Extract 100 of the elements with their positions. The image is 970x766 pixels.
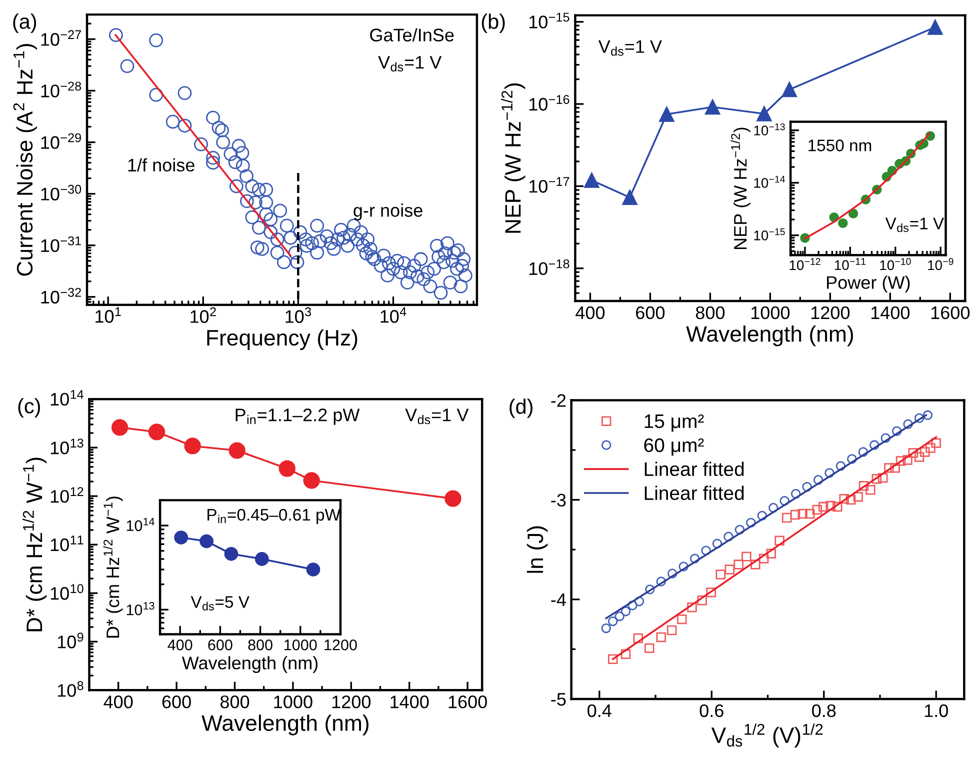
point <box>802 482 812 492</box>
y-tick-label: 10$^{−31}$ <box>41 236 81 252</box>
point <box>870 440 880 450</box>
point <box>846 494 856 505</box>
x-tick-label: 1600 <box>931 306 970 320</box>
point <box>200 534 214 548</box>
point <box>278 460 296 477</box>
point <box>608 654 618 664</box>
point <box>111 419 128 436</box>
point <box>174 530 188 544</box>
x-tick-label: 1000 <box>751 306 790 320</box>
x-tick-label: 1400 <box>390 696 429 708</box>
point <box>303 472 320 489</box>
point <box>892 426 902 436</box>
point <box>826 500 836 511</box>
point <box>666 625 677 636</box>
point <box>622 190 638 206</box>
point <box>818 502 828 512</box>
y-tick-label: 10$^{14}$ <box>50 390 84 406</box>
point <box>628 600 638 610</box>
x-tick-label: 1200 <box>332 696 371 708</box>
x-axis-title: Power (W) <box>827 276 910 292</box>
x-tick-label: 800 <box>696 306 725 320</box>
x-tick-label: 1600 <box>448 696 487 708</box>
point <box>716 570 726 580</box>
y-axis-title: Current Noise (A$^{2}$ Hz$^{−1}$) <box>13 44 38 276</box>
x-axis-title: Wavelength (nm) <box>182 656 318 673</box>
point <box>614 611 624 622</box>
x-tick-label: 800 <box>248 640 272 650</box>
point <box>712 538 722 548</box>
y-tick-label: 10$^{−30}$ <box>41 184 82 200</box>
text: (b) <box>482 14 505 34</box>
point <box>659 106 674 122</box>
point <box>914 413 924 424</box>
point <box>896 456 906 466</box>
legend-label: 60 μm² <box>644 438 704 456</box>
point <box>148 424 166 440</box>
legend-label: Linear fitted <box>644 486 744 500</box>
y-tick-label: 10$^{−28}$ <box>41 82 82 98</box>
y-tick-label: 10$^{−17}$ <box>529 177 570 193</box>
point <box>724 532 734 542</box>
point <box>890 463 900 473</box>
y-tick-label: 10$^{13}$ <box>50 438 84 454</box>
annotation: g-r noise <box>354 204 422 220</box>
point <box>858 447 868 457</box>
annotation: V$_{ds}$=1 V <box>885 218 944 232</box>
point <box>914 452 924 462</box>
x-axis-title: Wavelength (nm) <box>686 326 853 346</box>
point <box>847 454 857 464</box>
point <box>620 649 631 660</box>
point <box>724 564 734 574</box>
point <box>634 596 644 606</box>
point <box>224 546 238 561</box>
point <box>734 560 744 570</box>
y-axis-title: NEP (W Hz$^{−1/2}$) <box>501 83 526 233</box>
x-tick-label: 0.8 <box>812 704 836 718</box>
point <box>766 548 776 558</box>
x-tick-label: 10$^{2}$ <box>190 307 216 323</box>
y-tick-label: -3 <box>551 494 566 507</box>
text: (d) <box>510 398 532 418</box>
x-tick-label: 400 <box>168 640 192 650</box>
point <box>780 496 790 506</box>
y-tick-label: 10$^{10}$ <box>50 584 84 600</box>
point <box>782 82 798 98</box>
legend-label: 15 μm² <box>644 414 704 432</box>
y-tick-label: 10$^{9}$ <box>58 632 84 648</box>
point <box>444 490 462 507</box>
y-tick-label: 10$^{−15}$ <box>529 12 570 28</box>
annotation: 1550 nm <box>808 140 872 152</box>
point <box>734 524 745 535</box>
x-tick-label: 1000 <box>284 640 317 650</box>
point <box>880 433 890 443</box>
point <box>633 633 643 644</box>
x-tick-label: 10$^{−12}$ <box>790 258 820 270</box>
point <box>884 463 894 473</box>
point <box>584 172 600 188</box>
point <box>644 643 654 654</box>
point <box>798 508 808 519</box>
point <box>931 438 941 448</box>
point <box>922 410 933 420</box>
x-tick-label: 10$^{−10}$ <box>880 258 911 270</box>
text: (a) <box>13 14 36 33</box>
point <box>656 632 666 642</box>
x-tick-label: 10$^{1}$ <box>96 307 121 323</box>
point <box>812 504 822 515</box>
point <box>706 588 716 598</box>
point <box>697 596 707 606</box>
point <box>690 554 700 564</box>
y-tick-label: 10$^{−27}$ <box>41 30 81 46</box>
point <box>832 502 842 512</box>
point <box>701 546 711 556</box>
x-tick-label: 1200 <box>811 306 850 320</box>
y-tick-label: 10$^{−16}$ <box>529 95 570 111</box>
point <box>878 473 888 483</box>
annotation: V$_{ds}$=1 V <box>598 40 662 56</box>
point <box>620 606 631 616</box>
x-axis-title: Frequency (Hz) <box>207 329 358 350</box>
x-tick-label: 10$^{−9}$ <box>928 258 954 270</box>
x-axis-title: Wavelength (nm) <box>202 714 368 736</box>
y-tick-label: 10$^{12}$ <box>50 487 84 503</box>
